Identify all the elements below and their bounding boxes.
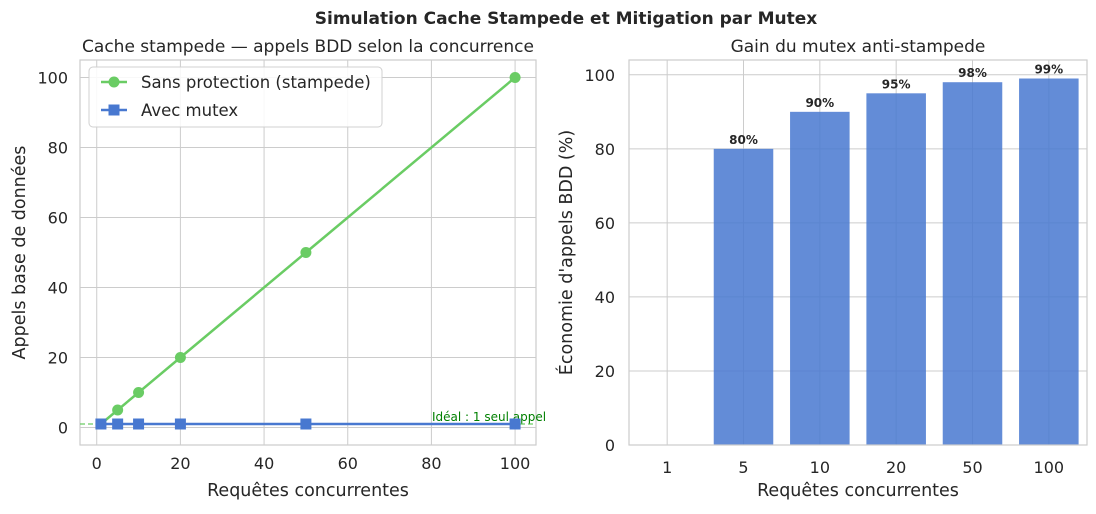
x-tick-label: 5 [738,458,748,477]
y-tick-label: 80 [48,139,68,158]
data-point [133,387,145,398]
bar-value-label: 99% [1034,63,1063,77]
data-point [133,418,145,430]
legend-marker [108,76,120,88]
x-tick-label: 20 [170,454,190,473]
y-axis-label: Appels base de données [10,146,30,360]
data-point [300,418,312,430]
legend-marker [108,104,120,116]
data-point [112,404,124,416]
y-tick-label: 20 [48,349,68,368]
y-tick-label: 20 [595,362,615,381]
y-tick-label: 0 [58,419,68,438]
x-tick-label: 100 [500,454,531,473]
data-point [509,72,521,83]
y-tick-label: 80 [595,140,615,159]
ideal-reference-label: Idéal : 1 seul appel [432,410,546,424]
chart-title: Cache stampede — appels BDD selon la con… [82,37,534,57]
legend-label: Sans protection (stampede) [141,73,371,92]
x-tick-label: 40 [254,454,274,473]
y-tick-label: 0 [605,436,615,455]
x-axis-label: Requêtes concurrentes [207,481,409,501]
y-tick-label: 60 [595,214,615,233]
x-tick-label: 1 [662,458,672,477]
bar [713,148,774,445]
x-tick-label: 100 [1034,458,1065,477]
right-bar-chart: 80% 90% 95% 98% 99% 1 5 10 20 50 100 0 20 40 60 80 100 Re… [555,37,1088,501]
x-tick-label: 0 [92,454,102,473]
x-tick-label: 60 [338,454,358,473]
bar-value-label: 80% [729,133,758,147]
data-point [509,418,521,430]
data-point [95,418,107,430]
x-tick-label: 50 [962,458,982,477]
left-line-chart: 0 20 40 60 80 100 0 20 40 60 80 100 Requêtes concurr… [10,37,546,501]
data-point [174,352,186,363]
figure-suptitle: Simulation Cache Stampede et Mitigation … [315,9,817,29]
bar-value-label: 90% [805,96,834,110]
x-tick-label: 20 [886,458,906,477]
bar [866,93,926,445]
legend: Sans protection (stampede) Avec mutex [88,66,383,128]
y-tick-label: 100 [37,69,68,88]
plot-frame [628,59,1088,446]
data-point [174,418,186,430]
chart-title: Gain du mutex anti-stampede [731,37,986,57]
legend-label: Avec mutex [141,101,238,120]
bar-value-label: 98% [958,66,987,80]
bar-value-label: 95% [882,77,911,91]
bar [1019,78,1079,445]
y-axis-label: Économie d'appels BDD (%) [555,130,577,375]
plot-frame [79,59,537,446]
bar [790,111,850,446]
legend-box [88,66,383,128]
y-tick-label: 40 [48,279,68,298]
data-point [112,418,124,430]
y-tick-label: 40 [595,288,615,307]
data-point [300,247,312,258]
x-axis-label: Requêtes concurrentes [757,481,959,501]
y-tick-label: 100 [584,66,615,85]
x-tick-label: 80 [421,454,441,473]
x-tick-label: 10 [810,458,830,477]
bar [942,82,1003,445]
y-tick-label: 60 [48,209,68,228]
